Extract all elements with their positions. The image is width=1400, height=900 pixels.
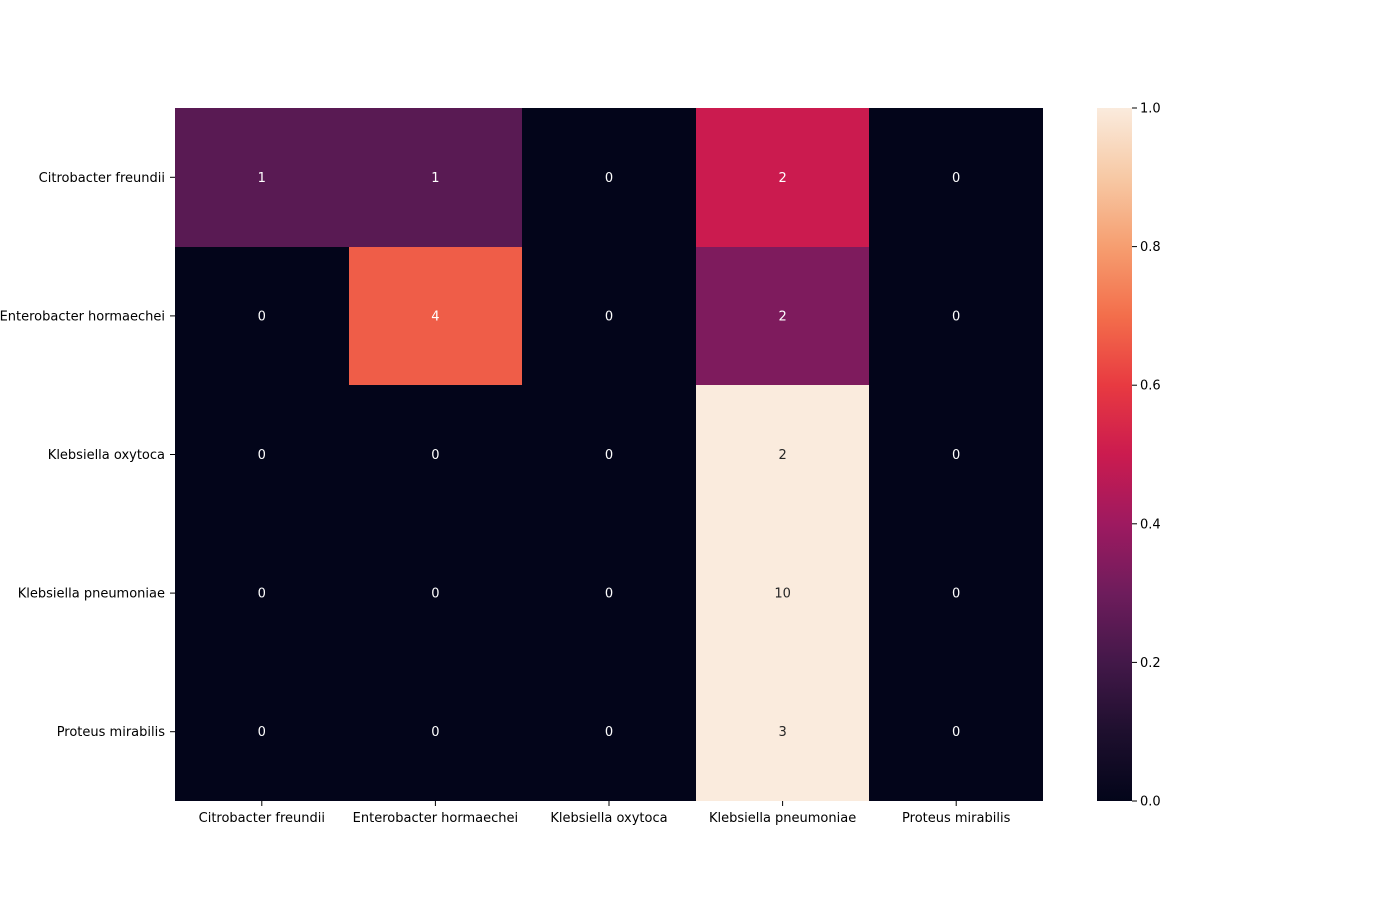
heatmap-cell-r4-c1 [349, 662, 522, 801]
row-tick-label: Citrobacter freundii [39, 171, 165, 186]
heatmap-cell-r2-c1 [349, 385, 522, 524]
cell-annotation-r1-c0: 0 [258, 309, 266, 324]
column-tick-label: Proteus mirabilis [902, 811, 1011, 826]
cell-annotation-r3-c3: 10 [774, 587, 791, 602]
column-tick-label: Klebsiella oxytoca [550, 811, 667, 826]
row-tick-label: Klebsiella oxytoca [48, 448, 165, 463]
cell-annotation-r2-c0: 0 [258, 448, 266, 463]
heatmap-cell-r3-c2 [522, 524, 696, 662]
cell-annotation-r4-c0: 0 [258, 725, 266, 740]
cell-annotation-r2-c3: 2 [778, 448, 786, 463]
cell-annotation-r4-c4: 0 [952, 725, 960, 740]
cell-annotation-r3-c4: 0 [952, 587, 960, 602]
heatmap-cell-r3-c1 [349, 524, 522, 662]
heatmap-cell-r2-c4 [869, 385, 1043, 524]
heatmap-cell-r1-c0 [175, 247, 349, 385]
row-tick-label: Enterobacter hormaechei [0, 309, 165, 324]
cell-annotation-r3-c2: 0 [605, 587, 613, 602]
colorbar-tick-label: 1.0 [1140, 102, 1161, 117]
row-axis: Citrobacter freundii Enterobacter hormaec… [0, 171, 175, 740]
colorbar-tick-label: 0.2 [1140, 656, 1161, 671]
heatmap-cell-r0-c2 [522, 108, 696, 247]
cell-annotation-r0-c1: 1 [431, 171, 439, 186]
colorbar-tick-label: 0.0 [1140, 795, 1161, 810]
heatmap-cell-r4-c4 [869, 662, 1043, 801]
cell-annotation-r1-c1: 4 [431, 309, 439, 324]
heatmap-cells [175, 108, 1043, 801]
heatmap-cell-r4-c2 [522, 662, 696, 801]
cell-annotation-r2-c1: 0 [431, 448, 439, 463]
heatmap-cell-r0-c0 [175, 108, 349, 247]
cell-annotation-r0-c4: 0 [952, 171, 960, 186]
cell-annotation-r3-c1: 0 [431, 587, 439, 602]
cell-annotation-r2-c4: 0 [952, 448, 960, 463]
column-tick-label: Enterobacter hormaechei [353, 811, 518, 826]
colorbar [1097, 108, 1132, 801]
heatmap-cell-r2-c0 [175, 385, 349, 524]
cell-annotation-r0-c2: 0 [605, 171, 613, 186]
colorbar-tick-label: 0.8 [1140, 240, 1161, 255]
cell-annotation-r4-c1: 0 [431, 725, 439, 740]
cell-annotation-r0-c0: 1 [258, 171, 266, 186]
cell-annotation-r0-c3: 2 [778, 171, 786, 186]
cell-annotation-r1-c4: 0 [952, 309, 960, 324]
colorbar-tick-label: 0.6 [1140, 379, 1161, 394]
heatmap-cell-r1-c4 [869, 247, 1043, 385]
heatmap-cell-r0-c4 [869, 108, 1043, 247]
heatmap-cell-r1-c1 [349, 247, 522, 385]
column-tick-label: Citrobacter freundii [199, 811, 325, 826]
heatmap-cell-r2-c3 [696, 385, 869, 524]
heatmap-cell-r1-c2 [522, 247, 696, 385]
colorbar-tick-label: 0.4 [1140, 517, 1161, 532]
cell-annotations: 1 1 0 2 00 4 0 2 00 0 0 2 00 0 0 10 00 0 0 3 0 [258, 171, 961, 740]
cell-annotation-r4-c2: 0 [605, 725, 613, 740]
row-tick-label: Klebsiella pneumoniae [18, 587, 165, 602]
cell-annotation-r1-c3: 2 [778, 309, 786, 324]
row-tick-label: Proteus mirabilis [57, 725, 166, 740]
heatmap-cell-r3-c3 [696, 524, 869, 662]
cell-annotation-r4-c3: 3 [778, 725, 786, 740]
heatmap-cell-r0-c3 [696, 108, 869, 247]
cell-annotation-r2-c2: 0 [605, 448, 613, 463]
column-tick-label: Klebsiella pneumoniae [709, 811, 856, 826]
cell-annotation-r3-c0: 0 [258, 587, 266, 602]
heatmap-cell-r4-c3 [696, 662, 869, 801]
cell-annotation-r1-c2: 0 [605, 309, 613, 324]
column-axis: Citrobacter freundii Enterobacter hormaec… [199, 801, 1011, 826]
heatmap-cell-r2-c2 [522, 385, 696, 524]
heatmap-cell-r4-c0 [175, 662, 349, 801]
heatmap-cell-r1-c3 [696, 247, 869, 385]
colorbar-axis: 0.0 0.2 0.4 0.6 0.8 1.0 [1132, 102, 1161, 810]
heatmap-cell-r0-c1 [349, 108, 522, 247]
heatmap-cell-r3-c4 [869, 524, 1043, 662]
heatmap-cell-r3-c0 [175, 524, 349, 662]
